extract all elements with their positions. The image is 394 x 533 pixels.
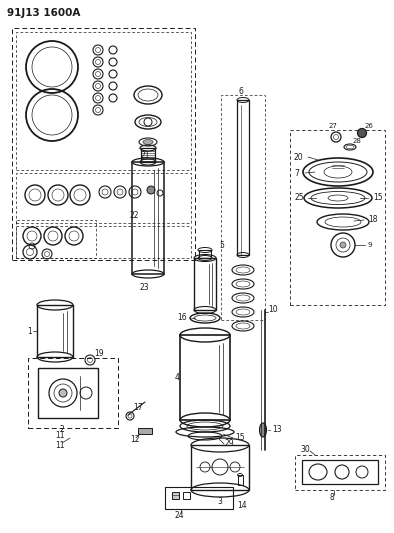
Bar xyxy=(191,445,249,490)
Text: 2: 2 xyxy=(60,425,65,434)
Text: 28: 28 xyxy=(353,138,362,144)
Bar xyxy=(16,32,191,170)
Text: 24: 24 xyxy=(175,511,185,520)
Text: 7: 7 xyxy=(294,168,299,177)
Text: 18: 18 xyxy=(368,215,377,224)
Text: 16: 16 xyxy=(177,313,187,322)
Text: 9: 9 xyxy=(368,242,372,248)
Circle shape xyxy=(147,186,155,194)
Text: 91J13 1600A: 91J13 1600A xyxy=(7,8,80,18)
Circle shape xyxy=(340,242,346,248)
Bar xyxy=(12,28,195,260)
Bar xyxy=(180,335,230,420)
Text: 12: 12 xyxy=(130,435,139,445)
Text: 13: 13 xyxy=(272,425,282,434)
Bar xyxy=(132,162,164,274)
Text: 23: 23 xyxy=(140,284,150,293)
Text: 27: 27 xyxy=(329,123,337,129)
Bar xyxy=(194,258,216,310)
Text: 10: 10 xyxy=(268,305,278,314)
Bar xyxy=(290,130,385,305)
Text: 3: 3 xyxy=(217,497,222,506)
Text: 30: 30 xyxy=(300,446,310,455)
Bar xyxy=(28,358,118,428)
Text: 6: 6 xyxy=(239,87,244,96)
Text: 15: 15 xyxy=(373,193,383,203)
Bar xyxy=(302,460,378,484)
Bar xyxy=(16,226,191,258)
Text: 25: 25 xyxy=(295,193,305,203)
Text: 19: 19 xyxy=(94,350,104,359)
Ellipse shape xyxy=(260,423,266,437)
Bar xyxy=(237,100,249,255)
Bar xyxy=(183,492,190,499)
Ellipse shape xyxy=(143,140,153,144)
Bar xyxy=(199,250,211,258)
Text: 20: 20 xyxy=(294,152,304,161)
Bar xyxy=(16,173,191,223)
Text: 29: 29 xyxy=(225,440,234,448)
Text: 17: 17 xyxy=(133,403,143,413)
Bar xyxy=(165,487,233,509)
Text: 8: 8 xyxy=(330,492,335,502)
Text: 22: 22 xyxy=(130,211,139,220)
Text: 15: 15 xyxy=(235,433,245,442)
Bar xyxy=(38,368,98,418)
Bar xyxy=(238,475,243,485)
Text: 4: 4 xyxy=(175,373,180,382)
Text: 14: 14 xyxy=(237,500,247,510)
Circle shape xyxy=(357,128,366,138)
Circle shape xyxy=(59,389,67,397)
Bar xyxy=(221,95,265,320)
Bar xyxy=(138,428,152,434)
Bar xyxy=(295,455,385,490)
Text: 11: 11 xyxy=(55,440,65,449)
Bar xyxy=(141,148,155,162)
Text: 1: 1 xyxy=(27,327,32,335)
Text: 11: 11 xyxy=(55,431,65,440)
Text: 26: 26 xyxy=(365,123,374,129)
Text: 21: 21 xyxy=(140,150,150,159)
Bar xyxy=(16,220,96,258)
Bar xyxy=(172,492,179,499)
Text: 5: 5 xyxy=(219,241,224,251)
Bar xyxy=(37,305,73,357)
